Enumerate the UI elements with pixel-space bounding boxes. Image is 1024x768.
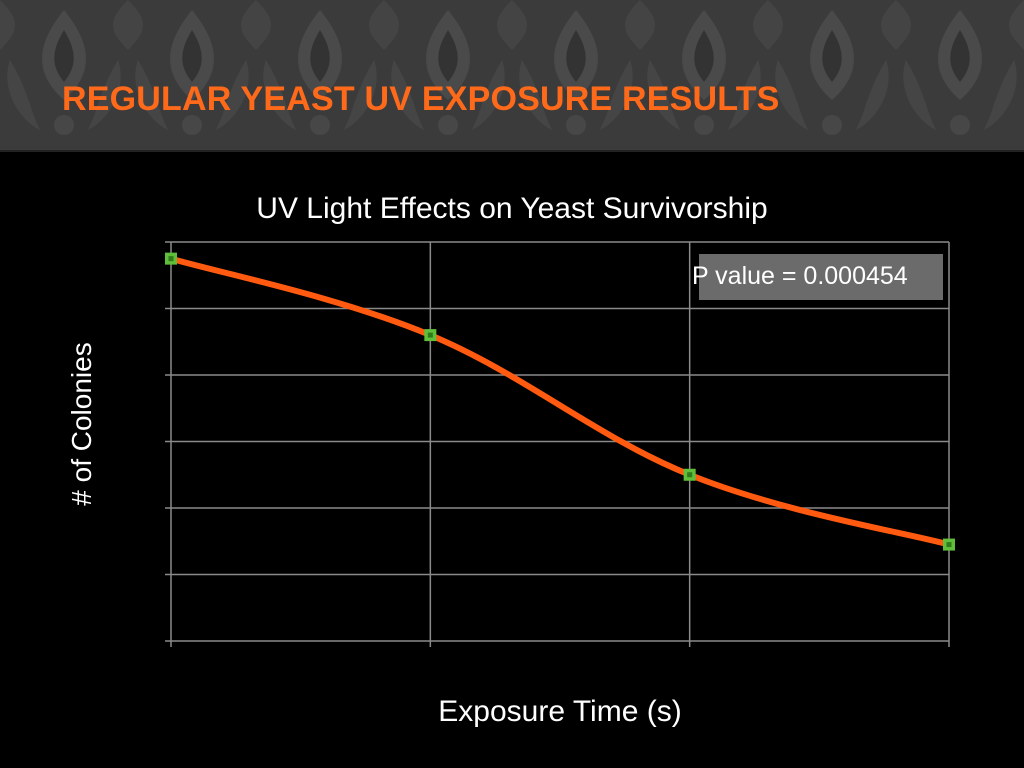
x-axis-label: Exposure Time (s) bbox=[438, 695, 682, 728]
data-point-center bbox=[427, 332, 433, 338]
data-point-center bbox=[168, 256, 174, 262]
line-chart bbox=[165, 241, 955, 647]
slide-title: REGULAR YEAST UV EXPOSURE RESULTS bbox=[62, 80, 780, 118]
pvalue-box bbox=[699, 254, 943, 300]
damask-pattern bbox=[0, 0, 1024, 150]
title-banner: REGULAR YEAST UV EXPOSURE RESULTS bbox=[0, 0, 1024, 152]
data-point-center bbox=[687, 472, 693, 478]
chart-title: UV Light Effects on Yeast Survivorship bbox=[256, 192, 768, 225]
data-point-center bbox=[946, 542, 952, 548]
pvalue-label: P value = 0.000454 bbox=[692, 262, 908, 290]
y-axis-label: # of Colonies bbox=[66, 342, 97, 506]
series-line bbox=[168, 255, 952, 548]
